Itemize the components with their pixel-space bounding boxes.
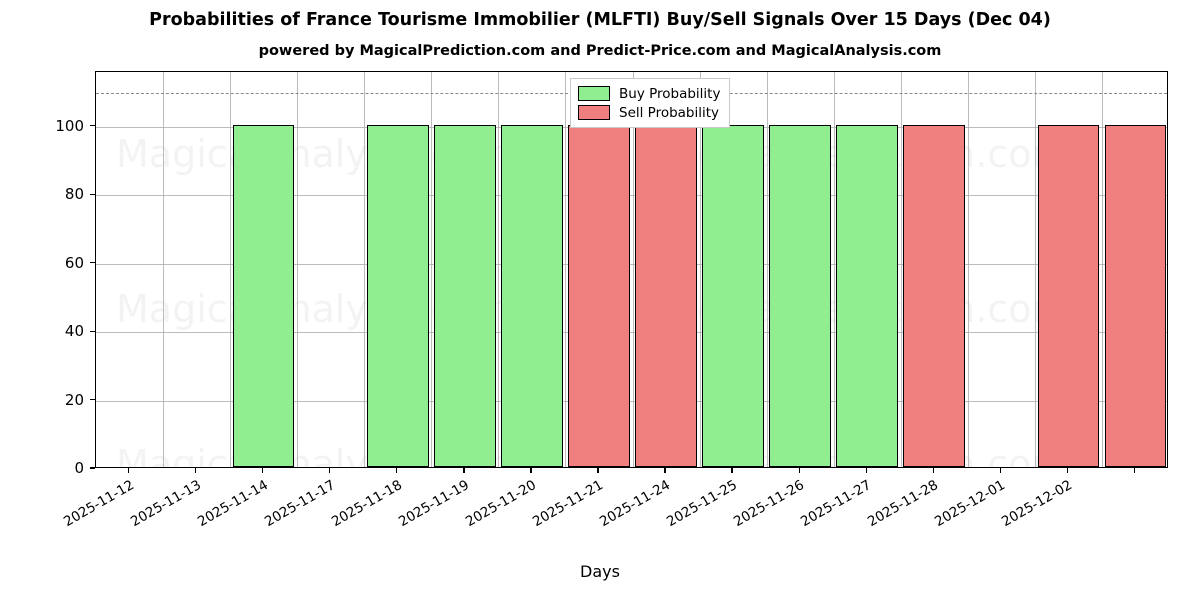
x-tick-mark (932, 468, 934, 473)
x-tick-mark (329, 468, 331, 473)
legend-swatch-buy (578, 86, 610, 101)
bar-buy (769, 124, 831, 467)
gridline-vertical (364, 72, 366, 467)
x-tick-mark (1066, 468, 1069, 473)
gridline-horizontal (96, 195, 1167, 197)
bar-buy (366, 124, 429, 467)
gridline-vertical (967, 72, 969, 467)
chart-subtitle: powered by MagicalPrediction.com and Pre… (258, 43, 942, 59)
y-tick-mark (90, 330, 95, 332)
x-tick-mark (999, 468, 1002, 473)
y-tick-label: 80 (64, 185, 84, 204)
x-tick-mark (664, 468, 666, 473)
legend-swatch-sell (578, 105, 610, 120)
gridline-horizontal (96, 332, 1167, 334)
bar-sell (568, 124, 630, 467)
gridline-vertical (431, 72, 433, 467)
bar-sell (903, 124, 966, 467)
gridline-vertical (565, 72, 567, 467)
bar-buy (232, 124, 295, 467)
bar-buy (702, 124, 764, 467)
y-tick-mark (90, 398, 95, 401)
x-axis-label: Days (580, 562, 620, 581)
legend-label-buy: Buy Probability (619, 85, 721, 102)
y-tick-label: 100 (55, 116, 84, 135)
bar-buy (501, 124, 563, 467)
x-tick-mark (396, 468, 398, 473)
y-tick-mark (90, 467, 95, 469)
x-tick-mark (731, 468, 733, 473)
bar-sell (635, 124, 697, 467)
gridline-vertical (1101, 72, 1103, 467)
bar-buy (836, 124, 899, 467)
gridline-vertical (1034, 72, 1036, 467)
gridline-horizontal (96, 263, 1167, 265)
x-tick-mark (127, 468, 130, 473)
gridline-vertical (163, 72, 165, 467)
y-tick-label: 20 (64, 390, 84, 409)
x-tick-mark (597, 468, 599, 473)
bar-sell (1037, 124, 1100, 467)
x-tick-mark (262, 468, 264, 473)
legend-item-buy[interactable]: Buy Probability (578, 84, 720, 103)
x-tick-mark (194, 468, 197, 473)
y-tick-label: 60 (64, 253, 84, 272)
gridline-vertical (230, 72, 232, 467)
gridline-vertical (900, 72, 902, 467)
gridline-vertical (632, 72, 634, 467)
legend-item-sell[interactable]: Sell Probability (578, 103, 720, 122)
gridline-vertical (766, 72, 768, 467)
gridline-vertical (498, 72, 500, 467)
y-tick-label: 0 (74, 459, 84, 477)
gridline-vertical (297, 72, 299, 467)
bar-sell (1104, 124, 1167, 467)
gridline-vertical (699, 72, 701, 467)
x-tick-mark (1133, 468, 1136, 473)
gridline-horizontal (96, 400, 1167, 402)
legend-label-sell: Sell Probability (619, 104, 720, 121)
x-tick-mark (798, 468, 800, 473)
x-tick-mark (865, 468, 867, 473)
x-tick-mark (463, 468, 465, 473)
gridline-vertical (833, 72, 835, 467)
bar-buy (433, 124, 496, 467)
y-tick-label: 40 (64, 322, 84, 341)
chart-title: Probabilities of France Tourisme Immobil… (149, 10, 1051, 30)
x-tick-mark (530, 468, 532, 473)
y-tick-mark (90, 193, 95, 195)
plot-area: MagicalAnalysis.comMagicalPrediction.com… (95, 71, 1168, 468)
chart-legend: Buy Probability Sell Probability (570, 78, 731, 128)
y-tick-mark (90, 262, 95, 264)
y-tick-mark (90, 125, 95, 127)
